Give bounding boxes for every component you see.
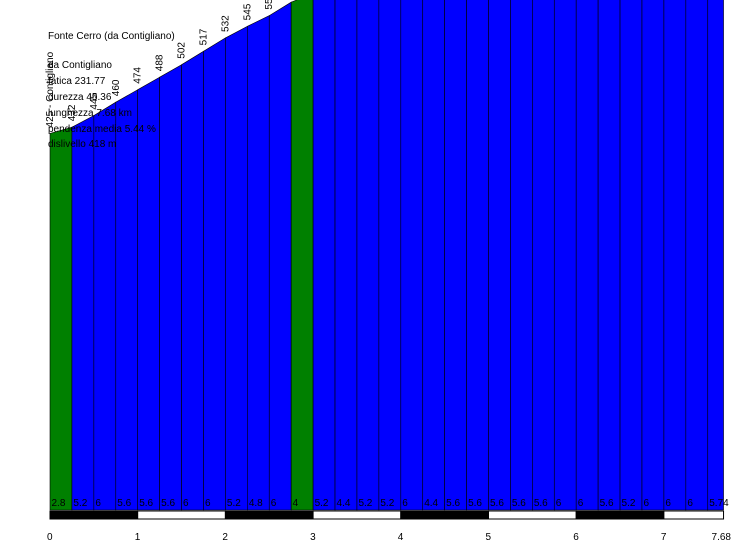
slope-label: 5.2 bbox=[73, 498, 87, 509]
x-tick-label: 5 bbox=[486, 532, 492, 543]
profile-segment bbox=[312, 0, 336, 511]
km-bar-segment bbox=[488, 510, 577, 520]
slope-label: 4.8 bbox=[249, 498, 263, 509]
chart-title: Fonte Cerro (da Contigliano) bbox=[48, 31, 175, 42]
profile-segment bbox=[334, 0, 358, 511]
slope-label: 5.6 bbox=[117, 498, 131, 509]
slope-label: 5.2 bbox=[380, 498, 394, 509]
info-lunghezza: lunghezza 7.68 km bbox=[48, 108, 132, 119]
profile-segment bbox=[597, 0, 621, 511]
slope-label: 5.2 bbox=[622, 498, 636, 509]
elevation-label: 517 bbox=[198, 28, 209, 45]
slope-label: 5.2 bbox=[227, 498, 241, 509]
profile-segment bbox=[378, 0, 402, 511]
slope-label: 6 bbox=[665, 498, 671, 509]
info-pendenza: pendenza media 5.44 % bbox=[48, 124, 156, 135]
slope-label: 5.6 bbox=[161, 498, 175, 509]
profile-segment bbox=[115, 89, 138, 511]
profile-segment bbox=[444, 0, 467, 511]
profile-segment bbox=[268, 1, 292, 511]
profile-segment bbox=[619, 0, 643, 511]
profile-segment bbox=[247, 15, 270, 511]
info-dislivello: dislivello 418 m bbox=[48, 139, 117, 150]
profile-segment bbox=[685, 0, 709, 511]
profile-segment bbox=[93, 101, 117, 511]
profile-segment bbox=[400, 0, 424, 511]
x-tick-label: 0 bbox=[47, 532, 53, 543]
km-bar-segment bbox=[663, 510, 725, 520]
slope-label: 6 bbox=[95, 498, 101, 509]
elevation-label: 532 bbox=[220, 15, 231, 32]
profile-segment bbox=[356, 0, 380, 511]
km-bar-segment bbox=[400, 510, 489, 520]
profile-segment bbox=[71, 115, 95, 511]
profile-segment bbox=[575, 0, 599, 511]
info-from: da Contigliano bbox=[48, 60, 112, 71]
elevation-label: 474 bbox=[133, 67, 144, 84]
x-tick-label: 2 bbox=[222, 532, 228, 543]
profile-segment bbox=[49, 126, 73, 511]
profile-segment bbox=[290, 0, 314, 511]
profile-segment bbox=[532, 0, 555, 511]
elevation-label: 557 bbox=[264, 0, 275, 10]
slope-label: 6 bbox=[402, 498, 408, 509]
slope-label: 6 bbox=[643, 498, 649, 509]
km-bar-segment bbox=[224, 510, 314, 520]
profile-segment bbox=[137, 76, 160, 511]
profile-segment bbox=[553, 0, 577, 511]
elevation-label: 445 bbox=[89, 92, 100, 109]
slope-label: 5.6 bbox=[139, 498, 153, 509]
elevation-label: 545 bbox=[242, 3, 253, 20]
x-tick-label: 1 bbox=[135, 532, 141, 543]
profile-segment bbox=[466, 0, 489, 511]
km-bar-segment bbox=[575, 510, 665, 520]
slope-label: 2.8 bbox=[52, 498, 66, 509]
slope-label: 5.2 bbox=[315, 498, 329, 509]
slope-label: 4.4 bbox=[424, 498, 438, 509]
profile-segment bbox=[663, 0, 687, 511]
info-fatica: fatica 231.77 bbox=[48, 76, 106, 87]
slope-label: 6 bbox=[205, 498, 211, 509]
slope-label: 6 bbox=[578, 498, 584, 509]
profile-segment bbox=[181, 50, 204, 511]
x-tick-label: 3 bbox=[310, 532, 316, 543]
elevation-label: 425 - Contigliano bbox=[45, 51, 56, 127]
info-durezza: durezza 45.36 bbox=[48, 92, 112, 103]
slope-label: 5.74 bbox=[709, 498, 729, 509]
slope-label: 6 bbox=[556, 498, 562, 509]
profile-segment bbox=[707, 0, 724, 511]
profile-segment bbox=[203, 37, 226, 511]
slope-label: 6 bbox=[183, 498, 189, 509]
slope-label: 5.2 bbox=[358, 498, 372, 509]
elevation-label: 502 bbox=[177, 42, 188, 59]
slope-label: 5.6 bbox=[534, 498, 548, 509]
slope-label: 5.6 bbox=[600, 498, 614, 509]
profile-segment bbox=[641, 0, 665, 511]
km-bar-segment bbox=[137, 510, 226, 520]
x-tick-label: 4 bbox=[398, 532, 404, 543]
profile-segment bbox=[488, 0, 511, 511]
x-tick-label: 7.68 bbox=[712, 532, 732, 543]
profile-segment bbox=[422, 0, 445, 511]
x-tick-label: 6 bbox=[573, 532, 579, 543]
slope-label: 6 bbox=[687, 498, 693, 509]
elevation-label: 488 bbox=[155, 54, 166, 71]
x-tick-label: 7 bbox=[661, 532, 667, 543]
slope-label: 5.6 bbox=[512, 498, 526, 509]
elevation-label: 432 bbox=[67, 104, 78, 121]
slope-label: 5.6 bbox=[468, 498, 482, 509]
elevation-label: 460 bbox=[111, 79, 122, 96]
slope-label: 4.4 bbox=[337, 498, 351, 509]
slope-label: 4 bbox=[293, 498, 299, 509]
km-bar-segment bbox=[49, 510, 139, 520]
profile-segment bbox=[510, 0, 533, 511]
slope-label: 5.6 bbox=[446, 498, 460, 509]
slope-label: 5.6 bbox=[490, 498, 504, 509]
km-bar-segment bbox=[312, 510, 402, 520]
profile-segment bbox=[225, 25, 248, 511]
profile-segment bbox=[159, 64, 182, 511]
slope-label: 6 bbox=[271, 498, 277, 509]
